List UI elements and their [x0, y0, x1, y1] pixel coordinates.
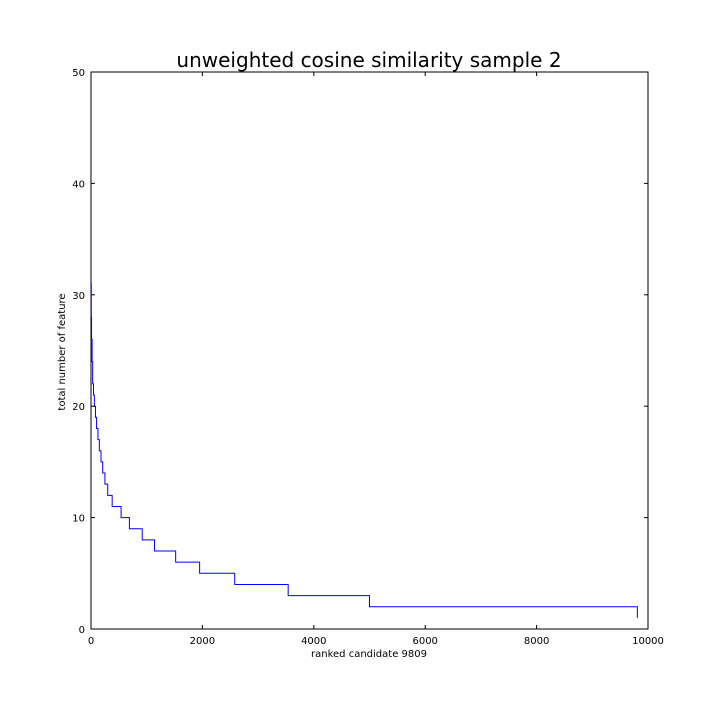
y-axis-ticks: 0 10 20 30 40 50 [72, 68, 648, 636]
y-axis-label: total number of feature [57, 293, 68, 410]
x-axis-ticks: 0 2000 4000 6000 8000 10000 [88, 72, 664, 647]
x-tick-label: 10000 [632, 636, 664, 647]
x-axis-label: ranked candidate 9809 [311, 649, 427, 660]
chart-title: unweighted cosine similarity sample 2 [176, 48, 561, 72]
series-line [90, 283, 638, 618]
y-tick-label: 50 [72, 68, 85, 79]
plot-frame [90, 71, 649, 630]
x-tick-label: 8000 [524, 636, 549, 647]
data-layer [90, 283, 638, 618]
x-tick-label: 2000 [190, 636, 215, 647]
x-tick-label: 0 [88, 636, 94, 647]
plot-area [90, 71, 649, 630]
y-tick-label: 40 [72, 179, 85, 190]
x-tick-label: 6000 [412, 636, 437, 647]
x-tick-label: 4000 [301, 636, 326, 647]
y-tick-label: 20 [72, 402, 85, 413]
y-tick-label: 10 [72, 514, 85, 525]
y-tick-label: 30 [72, 291, 85, 302]
y-tick-label: 0 [79, 625, 85, 636]
